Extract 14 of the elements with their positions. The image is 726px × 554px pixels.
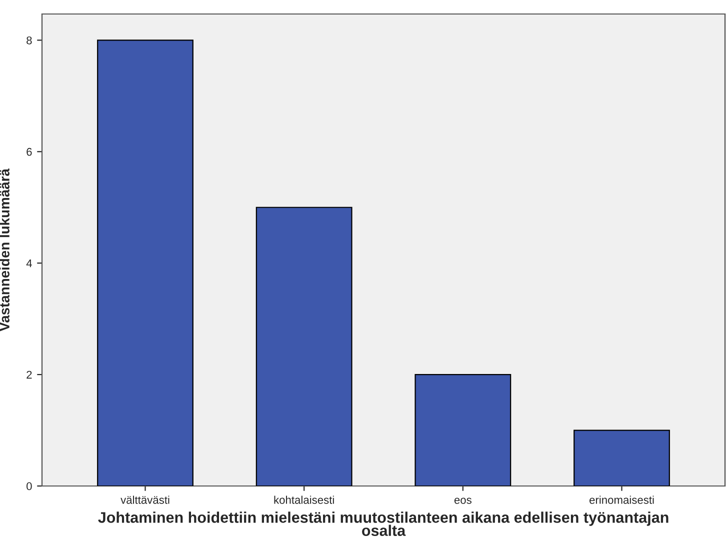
y-tick-label: 6 bbox=[26, 148, 32, 156]
bar bbox=[574, 430, 670, 486]
y-tick-label: 2 bbox=[26, 370, 32, 379]
y-tick-label: 8 bbox=[26, 36, 32, 44]
x-tick-label: erinomaisesti bbox=[590, 496, 654, 504]
x-tick-label: kohtalaisesti bbox=[274, 496, 334, 504]
x-tick-label: eos bbox=[454, 498, 472, 504]
bar bbox=[414, 374, 512, 486]
bar bbox=[97, 40, 194, 486]
x-tick-label: välttävästi bbox=[120, 496, 170, 504]
y-tick-label: 4 bbox=[26, 259, 32, 268]
x-axis-title: Johtaminen hoidettiin mielestäni muutostilanteen aikana edellisen työnantajan osalta bbox=[98, 512, 668, 536]
y-tick-label: 0 bbox=[26, 482, 32, 490]
bar bbox=[256, 206, 352, 486]
